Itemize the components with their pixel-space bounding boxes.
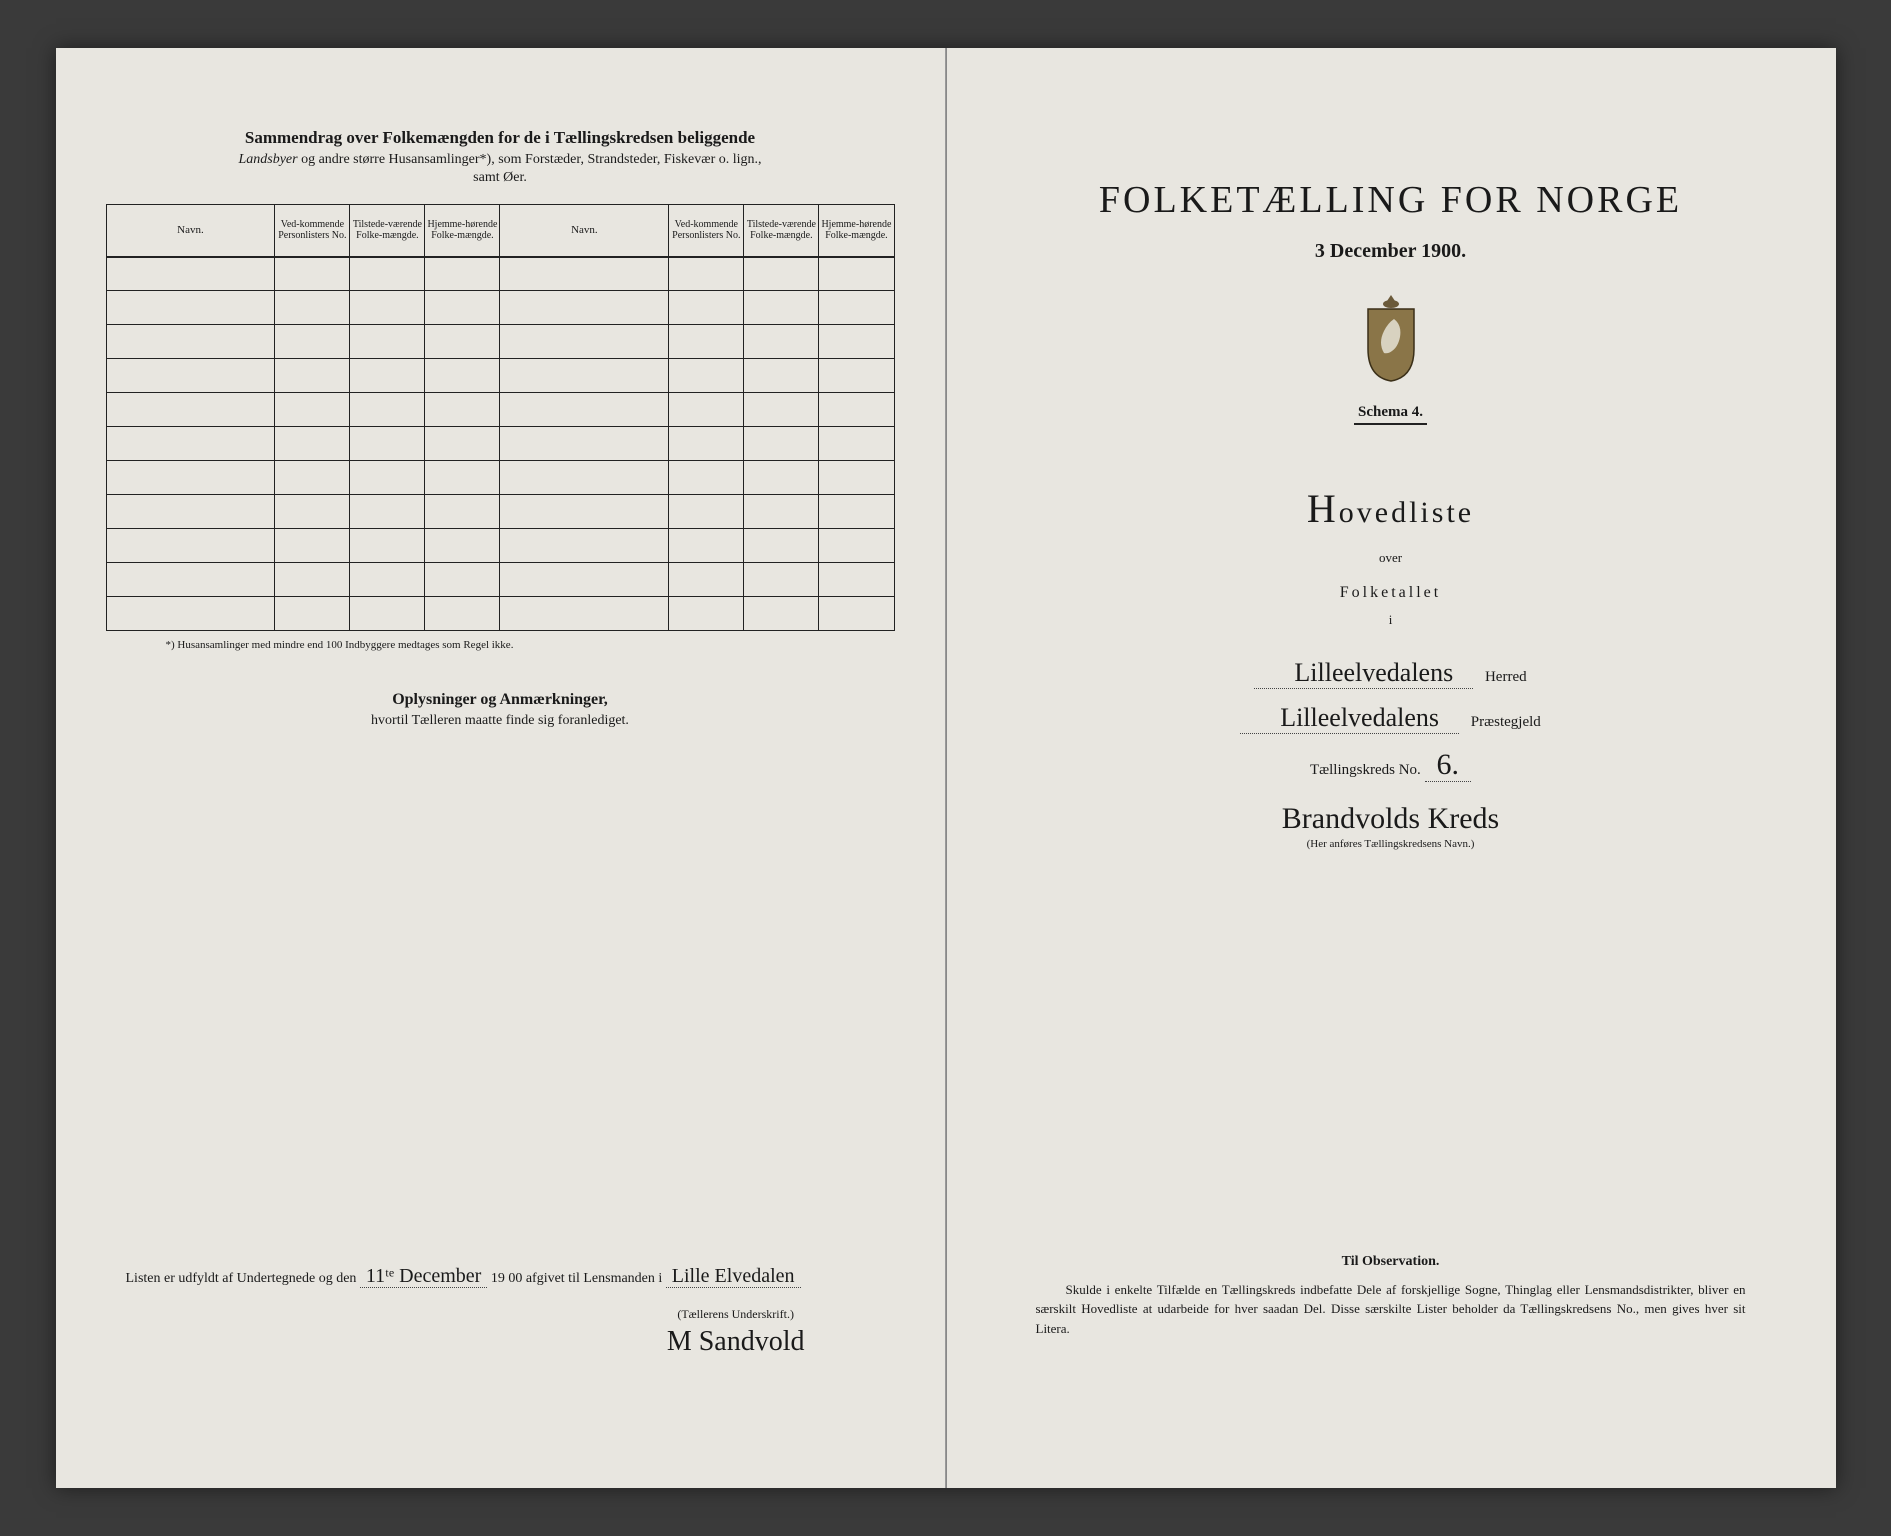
praeste-handwritten: Lilleelvedalens: [1240, 703, 1459, 734]
table-row: [106, 257, 894, 291]
summary-title: Sammendrag over Folkemængden for de i Tæ…: [106, 128, 895, 148]
table-row: [106, 495, 894, 529]
folketallet-label: Folketallet: [996, 584, 1786, 602]
title-block: FOLKETÆLLING FOR NORGE 3 December 1900. …: [996, 88, 1786, 850]
col-navn-2: Navn.: [500, 205, 669, 257]
schema-label: Schema 4.: [1354, 404, 1427, 425]
kreds-no-label: Tællingskreds No.: [1310, 762, 1421, 778]
summary-subtitle: Landsbyer og andre større Husansamlinger…: [106, 152, 895, 168]
praeste-label: Præstegjeld: [1471, 714, 1541, 730]
table-row: [106, 529, 894, 563]
signature-label: (Tællerens Underskrift.): [677, 1307, 794, 1321]
kreds-no-handwritten: 6.: [1425, 748, 1472, 782]
praestegjeld-row: Lilleelvedalens Præstegjeld: [996, 703, 1786, 734]
subtitle-italic: Landsbyer: [238, 152, 297, 167]
hovedliste-title: Hovedliste: [996, 485, 1786, 532]
col-personlist-1: Ved-kommende Personlisters No.: [275, 205, 350, 257]
signature-statement: Listen er udfyldt af Undertegnede og den…: [126, 1265, 885, 1288]
col-hjemme-1: Hjemme-hørende Folke-mængde.: [425, 205, 500, 257]
crest-svg: [1356, 293, 1426, 383]
col-tilstede-1: Tilstede-værende Folke-mængde.: [350, 205, 425, 257]
table-header-row: Navn. Ved-kommende Personlisters No. Til…: [106, 205, 894, 257]
observation-title: Til Observation.: [1036, 1254, 1746, 1270]
col-hjemme-2: Hjemme-hørende Folke-mængde.: [819, 205, 894, 257]
remarks-subtitle: hvortil Tælleren maatte finde sig foranl…: [106, 713, 895, 729]
observation-block: Til Observation. Skulde i enkelte Tilfæl…: [1036, 1254, 1746, 1339]
i-label: i: [996, 612, 1786, 628]
table-footnote: *) Husansamlinger med mindre end 100 Ind…: [166, 639, 895, 651]
col-tilstede-2: Tilstede-værende Folke-mængde.: [744, 205, 819, 257]
summary-subtitle2: samt Øer.: [106, 170, 895, 186]
left-page: Sammendrag over Folkemængden for de i Tæ…: [56, 48, 946, 1488]
coat-of-arms-icon: [1356, 293, 1426, 383]
right-page: FOLKETÆLLING FOR NORGE 3 December 1900. …: [946, 48, 1836, 1488]
census-document: Sammendrag over Folkemængden for de i Tæ…: [56, 48, 1836, 1488]
herred-label: Herred: [1485, 669, 1527, 685]
table-row: [106, 427, 894, 461]
kreds-name-handwritten: Brandvolds Kreds: [996, 802, 1786, 836]
remarks-title: Oplysninger og Anmærkninger,: [106, 691, 895, 709]
kreds-caption: (Her anføres Tællingskredsens Navn.): [996, 838, 1786, 850]
sig-place-handwritten: Lille Elvedalen: [666, 1265, 801, 1288]
table-row: [106, 291, 894, 325]
herred-handwritten: Lilleelvedalens: [1254, 658, 1473, 689]
sig-date-handwritten: 11ᵗᵉ December: [360, 1265, 487, 1288]
table-row: [106, 393, 894, 427]
signature-block: (Tællerens Underskrift.) M Sandvold: [667, 1307, 805, 1358]
over-label: over: [996, 550, 1786, 566]
sig-year: 19 00 afgivet til Lensmanden i: [491, 1271, 666, 1286]
table-row: [106, 461, 894, 495]
table-row: [106, 597, 894, 631]
herred-row: Lilleelvedalens Herred: [996, 658, 1786, 689]
hovedliste-initial: H: [1307, 486, 1339, 531]
sig-pre: Listen er udfyldt af Undertegnede og den: [126, 1271, 360, 1286]
col-navn-1: Navn.: [106, 205, 275, 257]
signature-handwritten: M Sandvold: [667, 1326, 805, 1358]
hovedliste-rest: ovedliste: [1339, 496, 1474, 529]
col-personlist-2: Ved-kommende Personlisters No.: [669, 205, 744, 257]
census-date: 3 December 1900.: [996, 240, 1786, 263]
table-body: [106, 257, 894, 631]
subtitle-rest: og andre større Husansamlinger*), som Fo…: [298, 152, 762, 167]
kreds-no-row: Tællingskreds No. 6.: [996, 748, 1786, 782]
table-row: [106, 563, 894, 597]
observation-text: Skulde i enkelte Tilfælde en Tællingskre…: [1036, 1280, 1746, 1339]
table-row: [106, 359, 894, 393]
summary-table: Navn. Ved-kommende Personlisters No. Til…: [106, 204, 895, 631]
table-row: [106, 325, 894, 359]
main-title: FOLKETÆLLING FOR NORGE: [996, 178, 1786, 222]
